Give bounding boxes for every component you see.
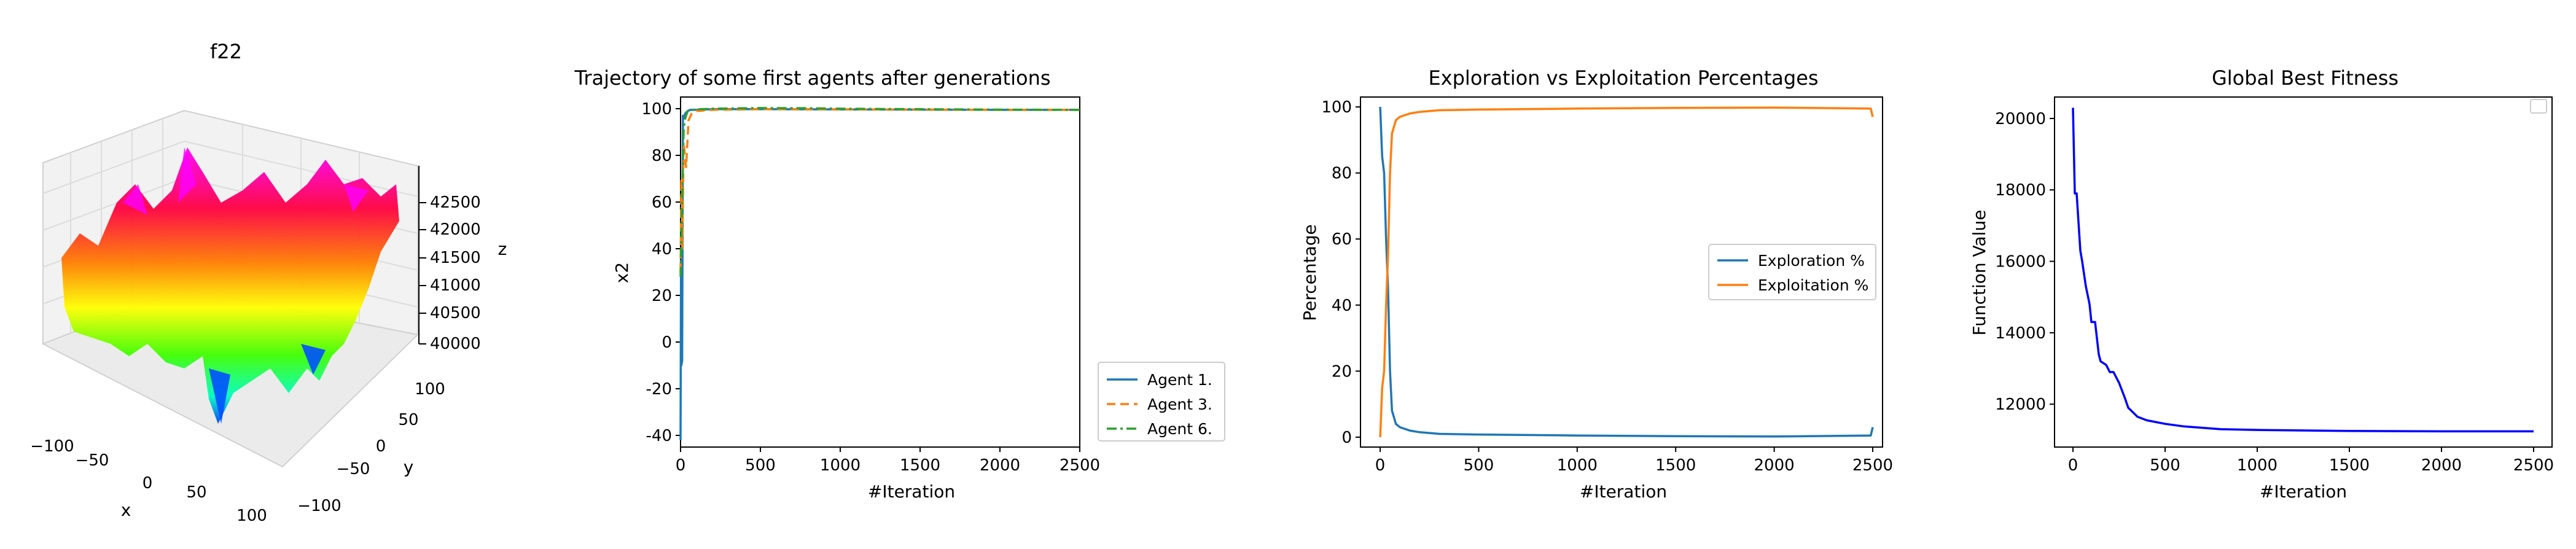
fitness-x-tick-label: 1500 — [2329, 456, 2370, 475]
trajectory-panel: Trajectory of some first agents after ge… — [574, 66, 1225, 502]
exploration-y-tick-label: 60 — [1332, 230, 1352, 249]
trajectory-series-line-2 — [679, 108, 1080, 273]
surface-x-tick-label: 100 — [236, 507, 267, 525]
surface-y-label: y — [404, 457, 414, 477]
fitness-x-tick-label: 1000 — [2237, 456, 2277, 475]
trajectory-y-tick-label: -40 — [646, 427, 672, 445]
fitness-y-tick-label: 16000 — [1995, 253, 2046, 271]
trajectory-axes — [680, 96, 1080, 448]
fitness-y-tick-label: 18000 — [1995, 181, 2046, 200]
surface-z-tick-label: 42500 — [430, 193, 481, 212]
fitness-x-tick-label: 0 — [2068, 456, 2078, 475]
exploration-y-tick-label: 20 — [1332, 362, 1352, 381]
trajectory-y-tick-label: 40 — [652, 240, 672, 259]
exploration-x-tick-label: 500 — [1464, 456, 1494, 475]
exploration-series-line-1 — [1379, 107, 1874, 438]
exploration-title: Exploration vs Exploitation Percentages — [1428, 66, 1818, 90]
fitness-axes — [2054, 96, 2553, 448]
trajectory-legend-label: Agent 3. — [1147, 395, 1212, 413]
trajectory-y-label: x2 — [612, 262, 632, 283]
exploration-x-tick-label: 2500 — [1852, 456, 1893, 475]
trajectory-x-tick-label: 1000 — [820, 456, 861, 475]
surface-y-tick-label: 50 — [398, 411, 418, 429]
surface-x-tick-label: 50 — [186, 483, 206, 502]
fitness-x-tick-label: 500 — [2150, 456, 2180, 475]
exploration-series-line-2 — [1379, 106, 1874, 437]
exploration-y-tick-label: 40 — [1332, 297, 1352, 315]
surface-z-tick-label: 42000 — [430, 220, 481, 239]
surface-y-tick-label: 100 — [415, 380, 445, 399]
trajectory-y-tick-label: 0 — [662, 333, 672, 352]
surface-x-label: x — [121, 500, 131, 520]
surface-panel: f22 −100−500 50100100500−50−1004250042000… — [30, 40, 507, 525]
exploration-x-tick-label: 2000 — [1754, 456, 1794, 475]
fitness-y-tick-label: 20000 — [1995, 110, 2046, 128]
fitness-series-line-1 — [2072, 107, 2534, 433]
trajectory-legend-label: Agent 6. — [1147, 420, 1212, 438]
surface-z-tick-label: 40500 — [430, 304, 481, 322]
trajectory-x-tick-label: 2500 — [1060, 456, 1100, 475]
surface-z-tick-label: 41000 — [430, 276, 481, 295]
exploration-x-label: #Iteration — [1580, 481, 1667, 502]
trajectory-y-tick-label: 20 — [652, 287, 672, 305]
fitness-title: Global Best Fitness — [2212, 66, 2398, 90]
trajectory-title: Trajectory of some first agents after ge… — [574, 66, 1050, 90]
trajectory-y-tick-label: 80 — [652, 147, 672, 165]
trajectory-legend-label: Agent 1. — [1147, 371, 1212, 389]
surface-y-tick-label: −100 — [297, 497, 341, 515]
exploration-panel: Exploration vs Exploitation Percentages … — [1300, 66, 1893, 502]
exploration-x-tick-label: 0 — [1375, 456, 1386, 475]
exploration-x-tick-label: 1500 — [1655, 456, 1696, 475]
fitness-y-tick-label: 14000 — [1995, 324, 2046, 343]
exploration-legend-label: Exploitation % — [1758, 276, 1868, 294]
trajectory-y-tick-label: 60 — [652, 193, 672, 212]
surface-x-tick-label: 0 — [142, 474, 153, 493]
exploration-y-tick-label: 0 — [1341, 429, 1352, 447]
trajectory-y-tick-label: -20 — [646, 380, 672, 399]
trajectory-x-tick-label: 1500 — [900, 456, 940, 475]
fitness-y-tick-label: 12000 — [1995, 395, 2046, 414]
surface-peaks — [123, 147, 369, 215]
fitness-x-tick-label: 2000 — [2421, 456, 2462, 475]
exploration-y-tick-label: 100 — [1321, 98, 1352, 117]
trajectory-series-line-3 — [679, 107, 1080, 277]
fitness-x-label: #Iteration — [2260, 481, 2347, 502]
surface-x-tick-label: −50 — [76, 451, 109, 470]
surface-z-tick-label: 41500 — [430, 249, 481, 267]
trajectory-series-line-1 — [679, 108, 1080, 440]
trajectory-x-tick-label: 0 — [676, 456, 686, 475]
fitness-y-label: Function Value — [1969, 210, 1989, 336]
surface-valleys — [209, 344, 326, 424]
exploration-y-label: Percentage — [1300, 224, 1320, 321]
fitness-panel: Global Best Fitness 0 500 1000 1500 2000 2500… — [1969, 66, 2554, 502]
exploration-legend-label: Exploration % — [1758, 252, 1865, 270]
trajectory-x-tick-label: 500 — [745, 456, 776, 475]
surface-y-tick-label: −50 — [337, 460, 370, 478]
surface-y-tick-label: 0 — [376, 437, 386, 456]
surface-x-tick-label: −100 — [30, 437, 74, 456]
exploration-x-tick-label: 1000 — [1557, 456, 1598, 475]
exploration-axes — [1360, 96, 1883, 448]
exploration-y-tick-label: 80 — [1332, 165, 1352, 183]
fitness-legend — [2530, 99, 2547, 114]
trajectory-x-tick-label: 2000 — [980, 456, 1020, 475]
surface-z-tick-label: 40000 — [430, 335, 481, 353]
trajectory-x-label: #Iteration — [868, 481, 955, 502]
fitness-x-tick-label: 2500 — [2513, 456, 2554, 475]
trajectory-legend: Agent 1. Agent 3. Agent 6. — [1098, 362, 1225, 442]
surface-title: f22 — [210, 40, 242, 63]
surface-z-label: z — [498, 239, 507, 259]
trajectory-y-tick-label: 100 — [641, 100, 672, 119]
exploration-legend: Exploration % Exploitation % — [1708, 244, 1876, 300]
